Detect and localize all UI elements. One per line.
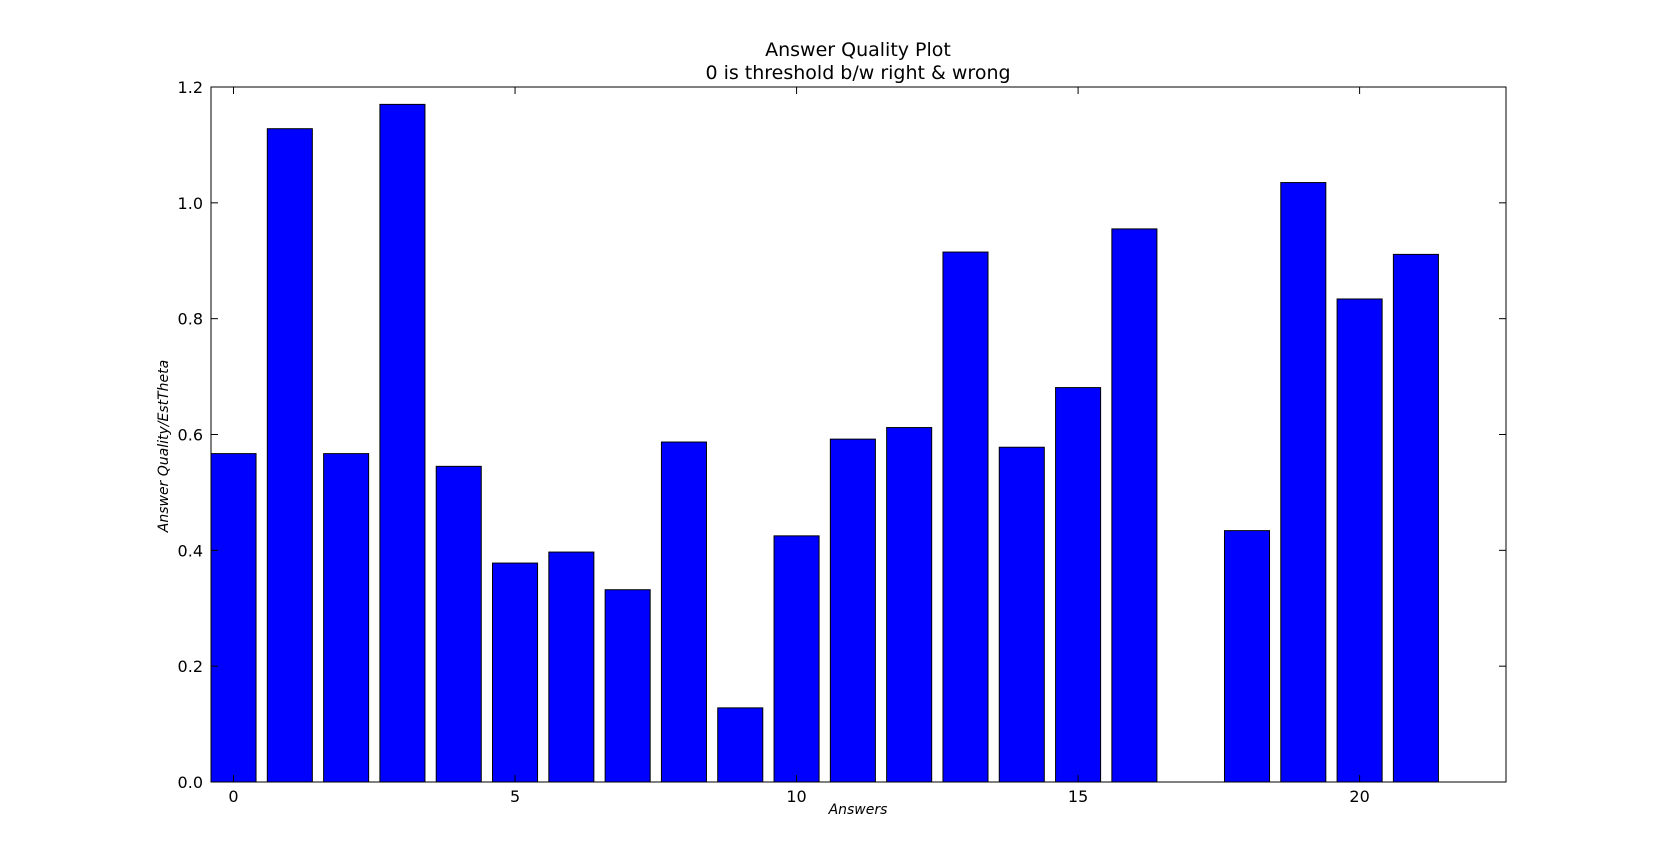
bar-12 (886, 427, 933, 783)
bar-14 (998, 446, 1045, 783)
bar-8 (660, 441, 707, 783)
bar-21 (1392, 253, 1439, 783)
y-tick-label-5: 1.0 (178, 194, 203, 213)
bar-10 (773, 535, 820, 783)
bar-3 (379, 103, 426, 783)
bar-2 (323, 453, 370, 783)
bar-1 (266, 128, 313, 783)
bar-13 (942, 251, 989, 783)
y-tick-label-1: 0.2 (178, 657, 203, 676)
y-tick-label-0: 0.0 (178, 773, 203, 792)
y-tick-label-4: 0.8 (178, 310, 203, 329)
x-tick-label-15: 15 (1068, 787, 1088, 806)
y-tick-label-6: 1.2 (178, 78, 203, 97)
x-tick-label-5: 5 (510, 787, 520, 806)
bar-15 (1055, 387, 1102, 783)
bar-19 (1280, 182, 1327, 783)
y-tick-label-2: 0.4 (178, 541, 203, 560)
x-tick-label-20: 20 (1349, 787, 1369, 806)
x-tick-label-0: 0 (228, 787, 238, 806)
bar-5 (492, 562, 539, 783)
bar-11 (829, 438, 876, 783)
y-axis-label: Answer Quality/EstTheta (156, 360, 172, 534)
bar-18 (1223, 530, 1271, 783)
bar-4 (435, 465, 482, 783)
x-axis-label: Answers (828, 802, 888, 818)
bars-group (210, 103, 1439, 783)
plot-frame (210, 86, 1507, 783)
bar-6 (548, 551, 595, 783)
chart-subtitle: 0 is threshold b/w right & wrong (705, 62, 1010, 84)
bar-20 (1336, 298, 1383, 783)
y-tick-label-3: 0.6 (178, 426, 203, 445)
chart-title: Answer Quality Plot (765, 39, 951, 61)
bar-16 (1111, 228, 1158, 783)
x-tick-label-10: 10 (786, 787, 806, 806)
bar-9 (717, 707, 764, 783)
bar-0 (210, 453, 257, 783)
bar-7 (604, 589, 651, 783)
ticks-group: 0 5 10 15 20 0.0 0.2 0.4 0.6 0.8 1.0 1.2 (178, 78, 1506, 806)
